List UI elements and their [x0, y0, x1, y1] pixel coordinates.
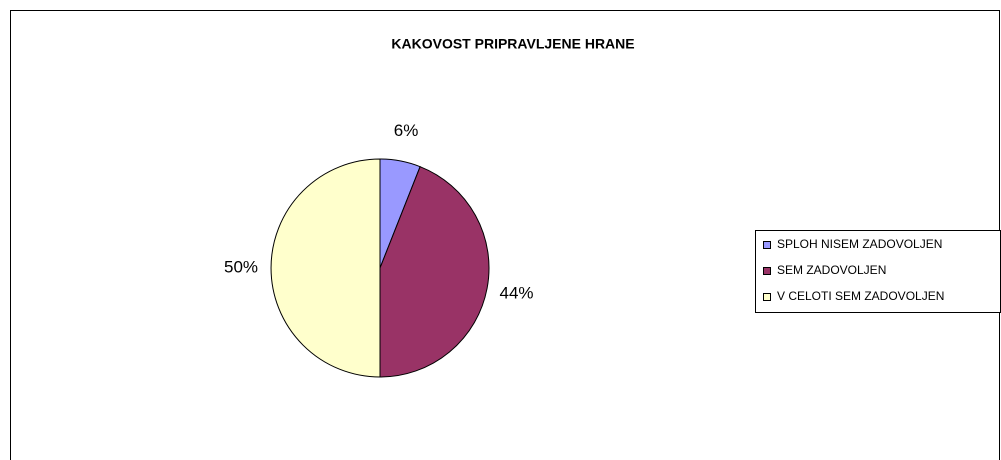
data-label: 44%	[500, 284, 534, 303]
chart-title: KAKOVOST PRIPRAVLJENE HRANE	[391, 36, 634, 52]
data-label: 50%	[224, 257, 258, 276]
legend-label: SPLOH NISEM ZADOVOLJEN	[777, 237, 942, 251]
pie-slice	[379, 166, 490, 378]
legend-swatch	[763, 241, 771, 249]
legend-label: V CELOTI SEM ZADOVOLJEN	[777, 289, 944, 303]
legend-label: SEM ZADOVOLJEN	[777, 263, 886, 277]
legend-swatch	[763, 293, 771, 301]
legend-box	[755, 230, 1001, 313]
pie-slice	[270, 158, 381, 378]
data-label: 6%	[394, 121, 419, 140]
legend-swatch	[763, 267, 771, 275]
